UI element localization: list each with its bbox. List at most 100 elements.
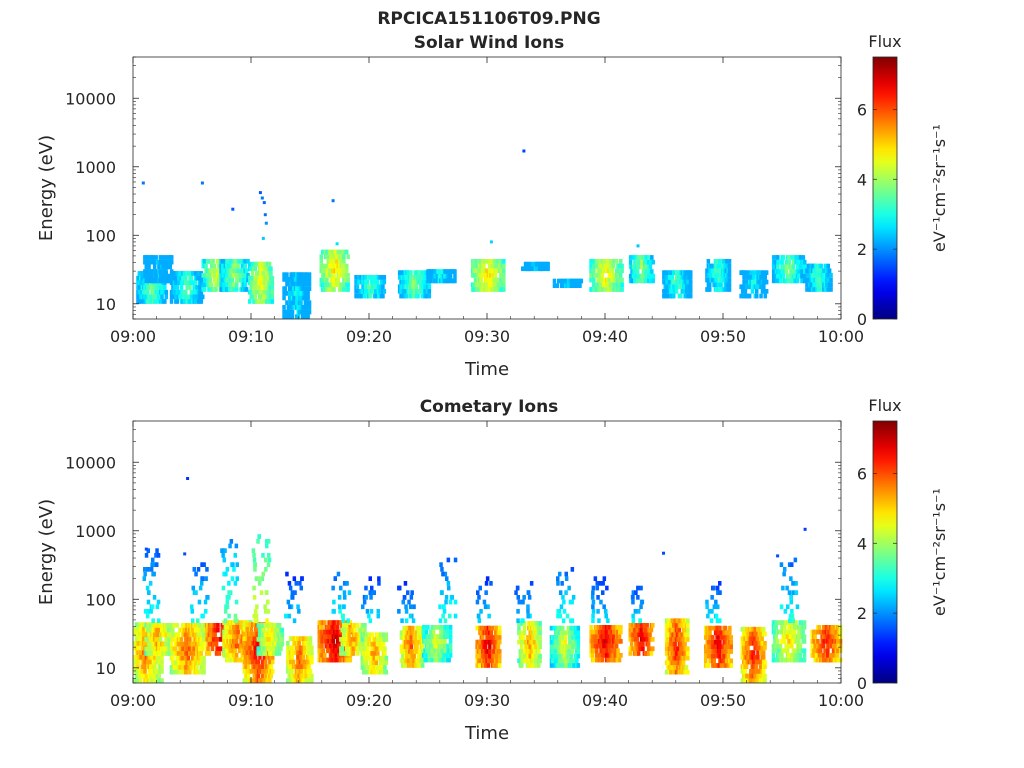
burst-cell [308,669,313,674]
burst-cell [502,277,506,283]
burst-cell [495,263,499,269]
burst-cell [170,255,174,260]
burst-cell [755,289,759,294]
burst-cell [752,270,756,275]
burst-cell [348,657,353,663]
burst-cell [729,658,733,664]
burst-cell [356,623,360,628]
burst-cell [752,279,756,285]
burst-cell [226,263,230,269]
burst-cell [269,266,273,272]
x-tick-label: 09:30 [464,327,510,346]
burst-cell [614,643,619,649]
burst-cell [427,278,432,284]
burst-cell [595,259,599,264]
burst-cell [364,275,368,280]
burst-cell [325,277,329,283]
burst-cell [635,269,640,274]
burst-cell [153,664,157,669]
scatter-point [141,181,145,185]
burst-cell [689,293,693,299]
burst-cell [322,263,326,269]
burst-cell [240,263,245,269]
burst-cell [628,259,633,265]
burst-cell [576,644,581,650]
burst-cell [199,280,204,286]
burst-cell [764,289,769,294]
x-tick-label: 09:00 [110,327,156,346]
burst-cell [153,299,157,304]
burst-cell [776,273,780,279]
burst-cell [647,255,651,260]
burst-cell [381,293,385,299]
burst-cell [235,287,239,292]
burst-cell [728,625,732,631]
burst-cell [210,646,215,652]
burst-cell [365,279,370,285]
burst-cell [134,622,139,627]
burst-cell [165,273,170,279]
burst-cell [202,282,207,288]
burst-cell [761,626,766,632]
burst-cell [686,651,690,656]
burst-cell [665,293,669,299]
burst-cell [712,658,716,664]
burst-cell [266,299,270,304]
burst-cell [226,259,230,264]
burst-cell [307,300,312,305]
burst-cell [248,275,252,281]
burst-cell [201,275,205,281]
burst-cell [233,648,237,654]
burst-cell [774,634,778,639]
burst-cell [609,287,613,292]
burst-cell [602,259,606,264]
burst-cell [202,259,207,264]
burst-cell [453,269,457,274]
burst-cell [225,273,229,278]
burst-cell [397,275,402,280]
burst-cell [303,314,308,319]
burst-cell [641,646,645,652]
burst-cell [376,293,381,299]
burst-cell [262,299,266,304]
burst-cell [672,293,676,299]
burst-cell [763,275,767,280]
burst-cell [169,641,174,647]
burst-cell [286,641,290,646]
burst-cell [677,627,682,633]
burst-cell [359,293,364,299]
burst-cell [186,280,191,286]
burst-cell [611,259,616,264]
burst-cell [169,299,174,304]
burst-cell [246,664,251,669]
burst-cell [761,650,766,655]
burst-cell [723,625,728,631]
burst-cell [483,277,488,283]
burst-cell [476,259,481,264]
burst-cell [332,282,336,288]
burst-cell [188,285,192,290]
burst-cell [335,625,340,630]
burst-cell [764,279,769,285]
burst-cell [193,289,198,295]
burst-cell [384,655,389,661]
burst-cell [175,299,179,304]
burst-cell [346,254,350,260]
burst-cell [538,653,542,659]
burst-cell [339,263,343,269]
burst-cell [744,664,749,669]
burst-cell [448,625,453,630]
burst-cell [168,264,172,270]
burst-cell [498,630,502,636]
burst-cell [158,255,163,260]
burst-cell [522,625,527,631]
burst-cell [791,269,796,274]
burst-cell [201,294,205,300]
burst-cell [307,281,312,287]
burst-cell [805,277,809,283]
burst-cell [546,266,550,272]
burst-cell [496,644,501,650]
burst-cell [619,259,623,264]
burst-cell [676,279,680,285]
burst-cell [784,269,789,274]
